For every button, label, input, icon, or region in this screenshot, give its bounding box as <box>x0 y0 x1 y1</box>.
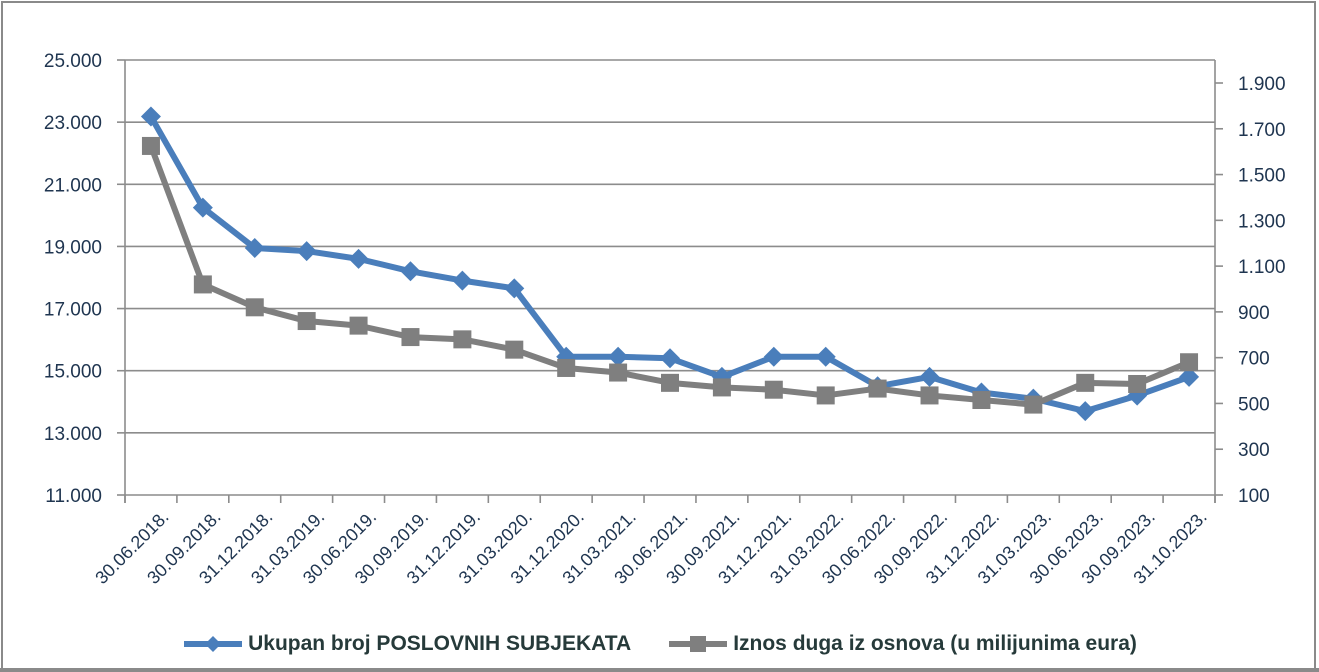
series-lines <box>140 106 1200 422</box>
gridlines <box>125 59 1215 496</box>
data-point-diamond <box>815 346 836 367</box>
data-point-diamond <box>140 106 161 127</box>
legend: Ukupan broj POSLOVNIH SUBJEKATA Iznos du… <box>0 626 1319 662</box>
legend-label: Ukupan broj POSLOVNIH SUBJEKATA <box>248 632 632 655</box>
data-point-diamond <box>348 248 369 269</box>
left-tick-label: 25.000 <box>44 51 102 72</box>
data-point-square <box>245 298 264 317</box>
right-tick-label: 1.300 <box>1238 211 1286 232</box>
data-point-square <box>557 358 576 377</box>
data-point-square <box>1076 373 1095 392</box>
data-point-diamond <box>504 278 525 299</box>
left-tick-label: 21.000 <box>44 175 102 196</box>
left-tick-label: 11.000 <box>45 486 102 507</box>
right-tick-label: 1.100 <box>1238 257 1286 278</box>
data-point-square <box>401 328 420 347</box>
data-point-square <box>193 275 212 294</box>
left-tick-label: 13.000 <box>44 424 102 445</box>
right-y-axis: 1.900 1.700 1.500 1.300 1.100 900 700 500 300 100 <box>1214 60 1286 507</box>
legend-label: Iznos duga iz osnova (u milijunima eura) <box>733 632 1137 655</box>
data-point-diamond <box>1075 401 1096 422</box>
right-tick-label: 100 <box>1238 486 1270 507</box>
line-chart: 25.000 23.000 21.000 19.000 17.000 15.000 13.0… <box>44 51 1286 588</box>
data-point-diamond <box>763 346 784 367</box>
data-point-diamond <box>244 237 265 258</box>
data-point-square <box>661 373 679 392</box>
data-point-diamond <box>296 241 317 262</box>
x-axis: 30.06.2018.30.09.2018.31.12.2018.31.03.2… <box>91 495 1216 588</box>
data-point-square <box>349 316 368 335</box>
data-point-diamond <box>192 197 213 218</box>
data-point-diamond <box>660 348 680 369</box>
data-point-diamond <box>608 346 629 367</box>
data-point-diamond <box>452 270 473 291</box>
data-point-square <box>505 340 524 359</box>
data-point-square <box>1128 374 1147 393</box>
data-point-square <box>1180 353 1199 372</box>
data-point-diamond <box>919 366 940 387</box>
right-tick-label: 900 <box>1238 303 1270 324</box>
right-tick-label: 1.500 <box>1238 166 1286 187</box>
legend-item-business-entities[interactable]: Ukupan broj POSLOVNIH SUBJEKATA <box>182 632 631 656</box>
right-tick-label: 1.900 <box>1238 74 1286 95</box>
data-point-square <box>972 391 991 410</box>
data-point-square <box>141 136 160 155</box>
right-tick-label: 500 <box>1238 394 1270 415</box>
data-point-diamond <box>1179 366 1200 387</box>
left-tick-label: 17.000 <box>44 300 102 321</box>
data-point-square <box>453 330 472 349</box>
data-point-square <box>297 312 316 331</box>
right-tick-label: 300 <box>1238 440 1270 461</box>
right-tick-label: 700 <box>1238 349 1270 370</box>
data-point-square <box>920 386 939 405</box>
data-point-diamond <box>400 261 421 282</box>
bottom-rule <box>0 668 1319 672</box>
left-tick-label: 23.000 <box>44 113 102 134</box>
left-y-axis: 25.000 23.000 21.000 19.000 17.000 15.000 13.0… <box>44 51 126 507</box>
blue-diamond-line-icon <box>184 636 243 652</box>
series-debt-amount <box>141 136 1199 414</box>
right-tick-label: 1.700 <box>1238 120 1286 141</box>
data-point-square <box>764 380 783 399</box>
left-tick-label: 19.000 <box>44 237 102 258</box>
data-point-square <box>868 379 887 398</box>
legend-item-debt-amount[interactable]: Iznos duga iz osnova (u milijunima eura) <box>667 632 1137 656</box>
data-point-square <box>1024 395 1043 414</box>
data-point-square <box>609 363 628 382</box>
left-tick-label: 15.000 <box>44 362 102 383</box>
data-point-square <box>816 386 835 405</box>
data-point-square <box>712 378 731 397</box>
gray-square-line-icon <box>669 636 728 652</box>
